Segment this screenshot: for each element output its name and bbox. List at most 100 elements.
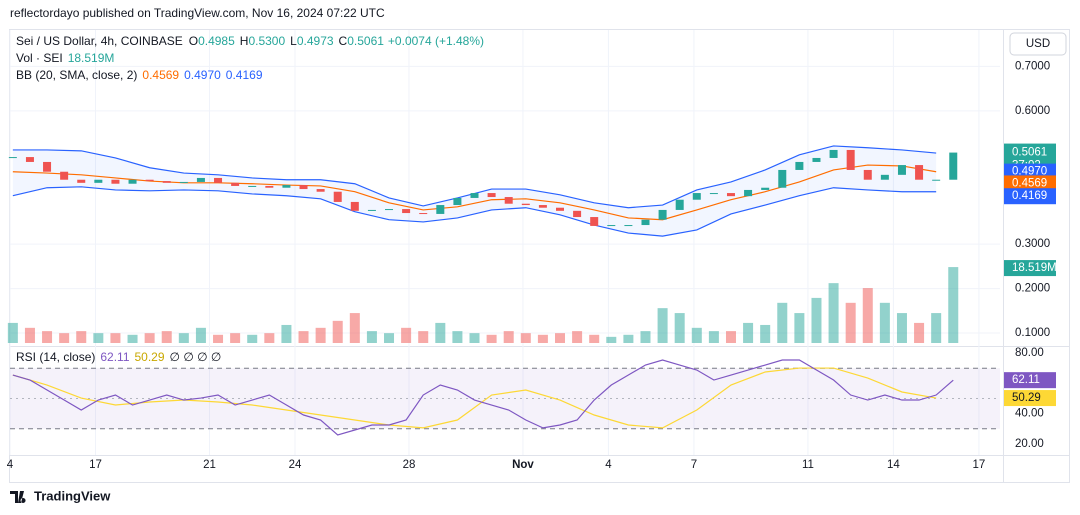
y-tick-label: 0.6000 xyxy=(1015,105,1050,117)
volume-bar xyxy=(555,333,565,343)
volume-bar xyxy=(452,331,463,343)
x-tick-label: 4 xyxy=(605,459,612,471)
volume-bar xyxy=(93,333,104,343)
legend-row: RSI (14, close) 62.11 50.29 ∅ ∅ ∅ ∅ xyxy=(16,350,221,364)
rsi-label: 62.11 xyxy=(1012,374,1040,386)
volume-bar xyxy=(862,288,873,343)
bb-lower-label: 0.4169 xyxy=(1012,190,1047,202)
volume-bar xyxy=(691,327,702,343)
candle xyxy=(590,217,599,226)
volume-bar xyxy=(195,327,206,343)
volume-bar xyxy=(657,308,668,343)
candle xyxy=(385,209,394,211)
volume-bar xyxy=(914,322,925,343)
x-tick-label: 24 xyxy=(289,459,302,471)
rsi-label-box xyxy=(1004,372,1056,389)
candle xyxy=(470,193,479,198)
volume-bar xyxy=(42,331,53,343)
volume-bar xyxy=(7,322,18,343)
volume-bar xyxy=(640,331,651,343)
candle xyxy=(538,205,547,208)
candle xyxy=(299,185,308,190)
legend-item: 0.4569 xyxy=(142,68,179,82)
candle xyxy=(556,207,564,211)
rsi-band-fill xyxy=(10,368,1000,429)
footer-logo xyxy=(10,491,26,503)
volume-bar xyxy=(537,334,548,343)
volume-bar xyxy=(811,297,822,343)
x-tick-label: Nov xyxy=(512,459,534,471)
volume-bar xyxy=(469,333,480,343)
candle xyxy=(624,225,633,227)
candle xyxy=(487,193,496,198)
legend-row: Vol · SEI 18.519M xyxy=(16,51,114,65)
volume-bar xyxy=(674,313,685,343)
legend-item: 0.5061 xyxy=(347,34,384,48)
candle xyxy=(778,169,787,188)
candle xyxy=(658,209,667,220)
rsi-ma-label-box xyxy=(1004,390,1056,407)
candle xyxy=(248,185,257,187)
legend-item: H xyxy=(240,34,249,48)
candle xyxy=(145,179,154,182)
candle xyxy=(265,185,274,188)
volume-bar xyxy=(896,313,907,343)
volume-bar xyxy=(230,333,241,343)
candle xyxy=(795,161,804,170)
volume-bar xyxy=(24,327,35,343)
legend-row: Sei / US Dollar, 4h, COINBASE O0.4985 H0.5… xyxy=(16,34,484,48)
candle xyxy=(316,189,325,192)
candle xyxy=(932,179,941,181)
volume-bar xyxy=(59,333,70,343)
x-tick-label: 17 xyxy=(89,459,102,471)
candle xyxy=(726,193,735,197)
x-tick-label: 21 xyxy=(203,459,216,471)
candle xyxy=(897,165,906,175)
volume-bar xyxy=(503,331,514,343)
rsi-ma-label: 50.29 xyxy=(1012,392,1041,404)
x-tick-label: 4 xyxy=(7,459,14,471)
candle xyxy=(744,189,753,197)
volume-bar xyxy=(298,331,309,343)
volume-bar xyxy=(435,322,446,343)
volume-bar xyxy=(572,331,583,343)
rsi-tick-label: 20.00 xyxy=(1015,438,1044,450)
volume-bar xyxy=(520,333,531,343)
legend-item: O xyxy=(189,34,198,48)
candle xyxy=(812,157,821,162)
candle xyxy=(231,182,240,186)
logo-mark xyxy=(10,491,26,503)
candle xyxy=(25,157,34,162)
candle xyxy=(214,177,223,183)
volume-bar xyxy=(366,331,377,343)
legend-item: 50.29 xyxy=(135,350,165,364)
x-tick-label: 7 xyxy=(691,459,697,471)
legend-item: BB (20, SMA, close, 2) xyxy=(16,68,137,82)
candle xyxy=(692,193,701,200)
volume-bar xyxy=(777,302,788,343)
volume-bar xyxy=(760,324,771,343)
volume-bar xyxy=(931,313,942,343)
x-tick-label: 11 xyxy=(802,459,814,471)
currency[interactable]: USD xyxy=(1026,38,1050,50)
x-tick-label: 28 xyxy=(403,459,416,471)
candle xyxy=(846,149,855,170)
volume-bar xyxy=(743,322,754,343)
volume-bar xyxy=(828,283,839,343)
candle xyxy=(504,197,513,204)
volume-bar xyxy=(708,331,719,343)
x-tick-label: 14 xyxy=(887,459,900,471)
currency-button[interactable] xyxy=(1009,32,1067,56)
candle xyxy=(949,152,958,180)
legend-item: 62.11 xyxy=(100,350,129,364)
candle xyxy=(367,209,376,211)
volume-label: 18.519M xyxy=(1012,262,1057,274)
candle xyxy=(333,191,342,202)
candle xyxy=(675,199,684,210)
candle xyxy=(419,213,428,215)
legend-row: BB (20, SMA, close, 2) 0.4569 0.4970 0.4169 xyxy=(16,68,263,82)
legend-item: Vol · SEI xyxy=(16,51,63,65)
volume-bar xyxy=(401,327,412,343)
